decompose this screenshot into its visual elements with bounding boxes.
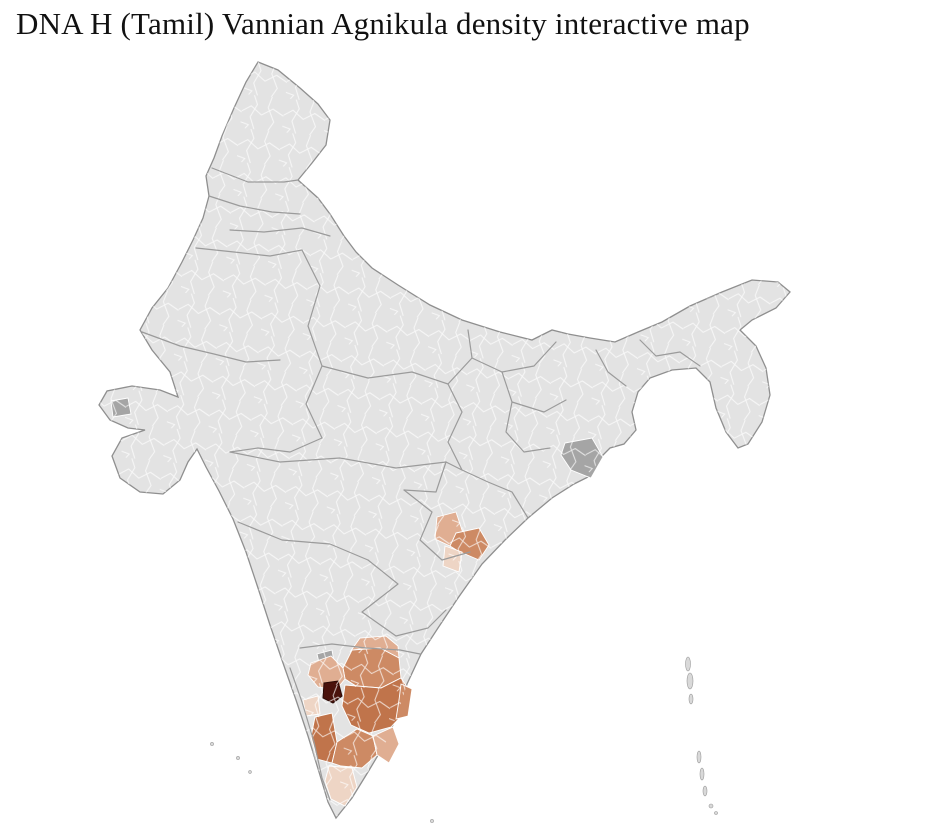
india-landmass[interactable]: [98, 61, 791, 819]
island[interactable]: [702, 785, 708, 797]
island[interactable]: [708, 803, 714, 809]
island[interactable]: [210, 742, 214, 746]
island[interactable]: [236, 756, 240, 760]
island[interactable]: [688, 693, 694, 705]
island[interactable]: [699, 767, 705, 781]
island[interactable]: [696, 750, 702, 764]
island[interactable]: [248, 770, 252, 774]
island[interactable]: [686, 672, 694, 690]
island[interactable]: [685, 656, 691, 672]
islands[interactable]: [210, 656, 718, 823]
state-boundaries: [141, 167, 701, 801]
dark-district[interactable]: [110, 397, 132, 418]
page-title: DNA H (Tamil) Vannian Agnikula density i…: [16, 6, 750, 41]
island[interactable]: [430, 819, 434, 823]
island[interactable]: [714, 811, 718, 815]
